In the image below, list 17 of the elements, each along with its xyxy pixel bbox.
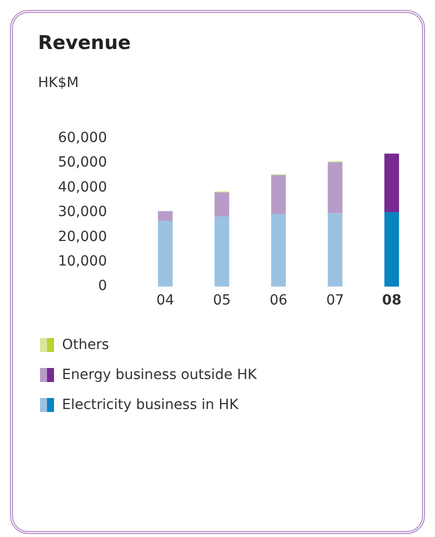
y-axis-title: HK$M	[38, 75, 79, 91]
x-tick-label: 07	[326, 292, 344, 309]
legend-label: Electricity business in HK	[62, 397, 238, 413]
x-tick-label: 08	[382, 292, 402, 309]
legend-label: Energy business outside HK	[62, 367, 257, 383]
y-tick-label: 50,000	[58, 154, 107, 171]
legend-label: Others	[62, 337, 110, 353]
y-tick-label: 30,000	[58, 204, 107, 220]
y-tick-label: 0	[98, 278, 107, 294]
y-tick-label: 10,000	[58, 254, 107, 270]
x-tick-label: 06	[270, 292, 288, 309]
y-tick-label: 60,000	[58, 130, 107, 146]
chart-title: Revenue	[38, 32, 131, 54]
x-tick-label: 04	[156, 292, 174, 309]
y-tick-label: 20,000	[58, 228, 107, 245]
y-tick-label: 40,000	[58, 179, 107, 196]
x-tick-label: 05	[212, 292, 231, 309]
